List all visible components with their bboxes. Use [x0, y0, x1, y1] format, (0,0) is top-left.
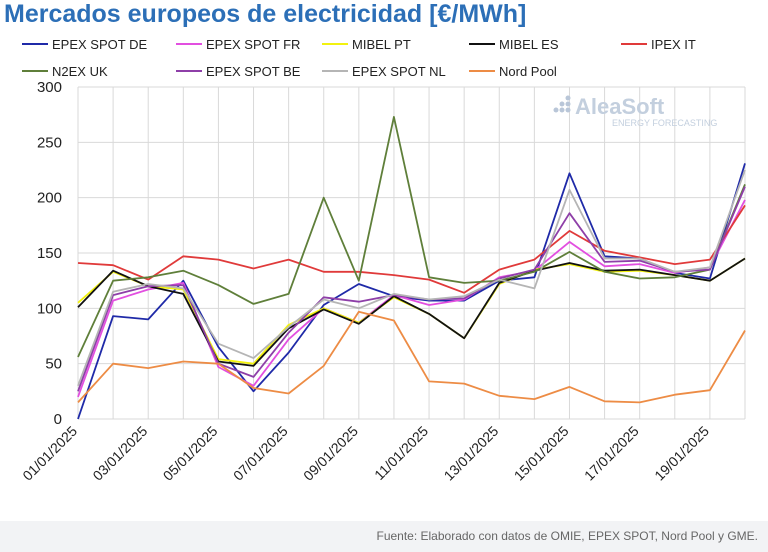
legend-label: Nord Pool: [499, 64, 557, 79]
legend: EPEX SPOT DE EPEX SPOT FR MIBEL PT MIBEL ES…: [22, 37, 696, 79]
legend-item-epex-spot-de: EPEX SPOT DE: [22, 37, 147, 52]
x-axis: 01/01/2025 03/01/2025 05/01/2025 07/01/2025…: [19, 423, 712, 484]
x-tick-label: 05/01/2025: [160, 423, 221, 484]
legend-label: N2EX UK: [52, 64, 108, 79]
legend-item-n2ex-uk: N2EX UK: [22, 64, 108, 79]
footer: Fuente: Elaborado con datos de OMIE, EPE…: [0, 521, 768, 552]
x-tick-label: 17/01/2025: [581, 423, 642, 484]
series-lines: [77, 116, 746, 420]
logo-tagline: ENERGY FORECASTING: [612, 118, 717, 128]
x-tick-label: 01/01/2025: [19, 423, 80, 484]
x-tick-label: 11/01/2025: [371, 423, 431, 483]
legend-label: IPEX IT: [651, 37, 696, 52]
y-tick-label: 300: [37, 79, 62, 96]
legend-item-epex-spot-fr: EPEX SPOT FR: [176, 37, 300, 52]
legend-label: EPEX SPOT FR: [206, 37, 300, 52]
x-tick-label: 19/01/2025: [651, 423, 712, 484]
series-line-epex-spot-de: [77, 163, 746, 420]
y-axis: 0 50 100 150 200 250 300: [37, 79, 62, 428]
legend-label: MIBEL PT: [352, 37, 411, 52]
source-note: Fuente: Elaborado con datos de OMIE, EPE…: [376, 529, 758, 543]
legend-label: MIBEL ES: [499, 37, 559, 52]
series-line-n2ex-uk: [77, 116, 746, 358]
line-chart: EPEX SPOT DE EPEX SPOT FR MIBEL PT MIBEL ES…: [19, 37, 746, 484]
series-line-nord-pool: [77, 310, 746, 404]
legend-item-ipex-it: IPEX IT: [621, 37, 696, 52]
y-tick-label: 250: [37, 134, 62, 151]
y-tick-label: 0: [54, 411, 62, 428]
series-line-mibel-pt: [77, 257, 746, 365]
x-tick-label: 07/01/2025: [230, 423, 291, 484]
legend-label: EPEX SPOT BE: [206, 64, 301, 79]
legend-item-epex-spot-be: EPEX SPOT BE: [176, 64, 301, 79]
y-tick-label: 50: [45, 356, 62, 373]
series-line-ipex-it: [77, 204, 746, 294]
legend-label: EPEX SPOT DE: [52, 37, 147, 52]
x-tick-label: 13/01/2025: [441, 423, 502, 484]
series-line-mibel-es: [77, 257, 746, 367]
aleasoft-logo: AleaSoft ENERGY FORECASTING: [553, 94, 717, 128]
series-line-epex-spot-nl: [77, 169, 746, 387]
x-tick-label: 15/01/2025: [511, 423, 572, 484]
legend-item-epex-spot-nl: EPEX SPOT NL: [322, 64, 446, 79]
x-tick-label: 09/01/2025: [300, 423, 361, 484]
chart-title: Mercados europeos de electricidad [€/MWh…: [4, 0, 527, 28]
y-tick-label: 100: [37, 300, 62, 317]
aleasoft-logo-icon: [553, 95, 571, 113]
y-tick-label: 150: [37, 245, 62, 262]
logo-name: AleaSoft: [575, 94, 665, 119]
legend-item-nord-pool: Nord Pool: [469, 64, 557, 79]
grid: [77, 86, 746, 420]
x-tick-label: 03/01/2025: [89, 423, 150, 484]
y-tick-label: 200: [37, 190, 62, 207]
legend-item-mibel-pt: MIBEL PT: [322, 37, 411, 52]
legend-item-mibel-es: MIBEL ES: [469, 37, 559, 52]
legend-label: EPEX SPOT NL: [352, 64, 446, 79]
